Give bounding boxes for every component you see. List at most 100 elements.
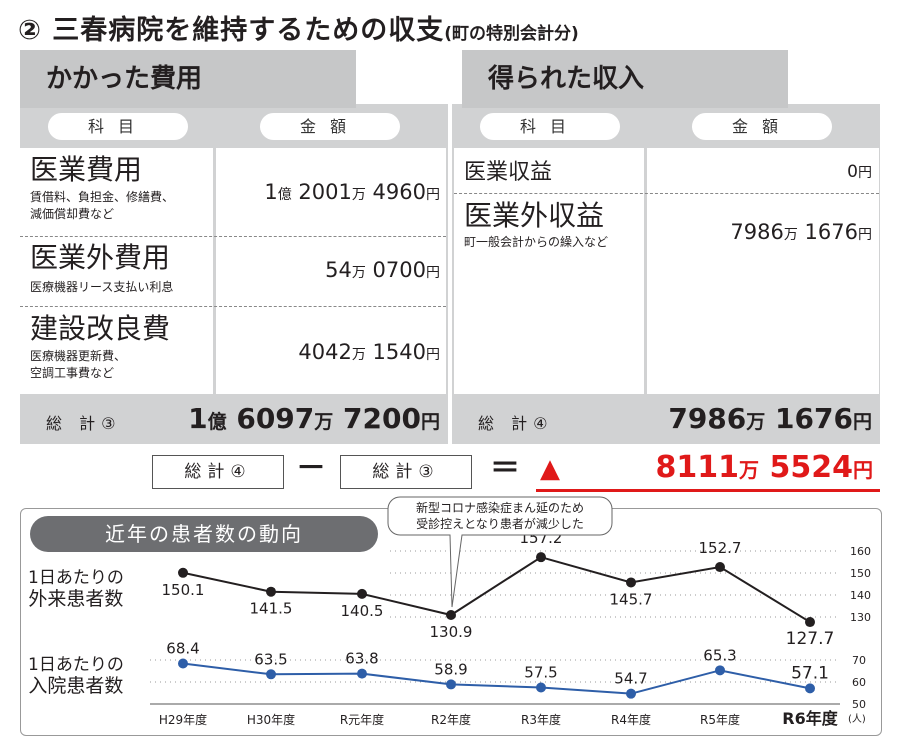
inpatient-point (178, 658, 188, 669)
formula-expense-box: 総計③ (340, 455, 472, 489)
x-tick-label: R2年度 (431, 712, 471, 727)
outpatient-point (266, 586, 276, 597)
outpatient-data-label: 127.7 (786, 629, 835, 649)
expense-subject-header: 科目 (48, 113, 188, 140)
expense-amount-construction: 4042万 1540円 (298, 340, 440, 364)
inpatient-data-label: 65.3 (703, 646, 736, 664)
outpatient-point (446, 610, 456, 621)
income-amount-header: 金額 (692, 113, 832, 140)
y-tick-label: 50 (852, 698, 866, 711)
y-tick-label: 150 (850, 567, 871, 580)
deficit-underline (536, 489, 880, 492)
y-tick-label: 130 (850, 611, 871, 624)
callout-text: 新型コロナ感染症まん延のため (416, 500, 584, 515)
title-sub: (町の特別会計分) (444, 24, 579, 44)
expense-row-nonmedical: 医業外費用 医療機器リース支払い利息 (30, 242, 173, 296)
inpatient-point (266, 669, 276, 680)
item-detail: 医療機器リース支払い利息 (30, 280, 174, 294)
income-row-medical: 医業収益 (464, 157, 552, 189)
inpatient-line (182, 662, 811, 695)
row-divider (20, 306, 446, 307)
inpatient-point (715, 665, 725, 676)
expense-amount-nonmedical: 54万 0700円 (325, 258, 440, 282)
outpatient-series-label: 1日あたりの 外来患者数 (28, 568, 124, 610)
formula-equals: ＝ (490, 451, 520, 486)
title-main: ② 三春病院を維持するための収支 (18, 15, 445, 46)
callout-bubble (387, 496, 613, 608)
inpatient-point (805, 683, 815, 694)
income-total-label: 総 計④ (478, 414, 554, 433)
item-name: 医業外収益 (464, 199, 605, 232)
inpatient-data-label: 54.7 (614, 670, 647, 688)
item-name: 医業外費用 (30, 241, 171, 274)
inpatient-data-label: 57.1 (791, 663, 829, 683)
inpatient-data-label: 63.8 (345, 650, 378, 668)
x-tick-label: R6年度 (782, 709, 838, 728)
income-amount-nonmedical: 7986万 1676円 (730, 220, 872, 244)
outpatient-data-label: 130.9 (430, 623, 473, 641)
inpatient-point (536, 682, 546, 693)
outpatient-point (357, 588, 367, 599)
outpatient-data-label: 152.7 (699, 539, 742, 557)
outpatient-point (715, 562, 725, 573)
item-detail: 空調工事費など (30, 366, 115, 380)
expense-row-construction: 建設改良費 医療機器更新費、 空調工事費など (30, 313, 170, 382)
item-name: 医業費用 (30, 153, 143, 186)
outpatient-data-label: 150.1 (162, 581, 205, 599)
x-tick-label: H30年度 (247, 712, 295, 727)
inpatient-data-label: 68.4 (166, 640, 199, 658)
item-detail: 町一般会計からの繰入など (464, 235, 609, 249)
item-detail: 減価償却費など (30, 207, 115, 221)
expense-total-value: 1億 6097万 7200円 (188, 402, 440, 435)
outpatient-point (178, 567, 188, 578)
outpatient-data-label: 141.5 (250, 600, 293, 618)
inpatient-point (626, 688, 636, 699)
y-tick-label: 140 (850, 589, 871, 602)
expense-subject-column (20, 148, 213, 394)
deficit-value: 8111万 5524円 (655, 450, 873, 485)
inpatient-data-label: 58.9 (434, 660, 467, 678)
outpatient-point (626, 577, 636, 588)
page-title: ② 三春病院を維持するための収支(町の特別会計分) (18, 8, 579, 47)
outpatient-point (805, 617, 815, 628)
income-tab: 得られた収入 (462, 50, 788, 108)
expense-amount-medical: 1億 2001万 4960円 (264, 180, 440, 204)
item-detail: 賃借料、負担金、修繕費、 (30, 190, 175, 204)
income-subject-header: 科目 (480, 113, 620, 140)
expense-amount-column (216, 148, 446, 394)
inpatient-series-label: 1日あたりの 入院患者数 (28, 655, 124, 697)
income-row-nonmedical: 医業外収益 町一般会計からの繰入など (464, 200, 608, 251)
outpatient-line (182, 556, 811, 623)
inpatient-point (446, 679, 456, 690)
formula-minus: － (296, 451, 326, 486)
x-tick-label: R5年度 (700, 712, 740, 727)
expense-row-medical: 医業費用 賃借料、負担金、修繕費、 減価償却費など (30, 154, 174, 223)
chart-axis: 160 150 140 130 70 60 50 (人) H29年度 H30年度 R元年度 R2年度 R… (150, 545, 871, 728)
income-total-value: 7986万 1676円 (668, 402, 872, 435)
x-tick-label: R元年度 (340, 712, 384, 727)
income-amount-medical: 0円 (847, 162, 872, 182)
item-name: 医業収益 (464, 160, 553, 185)
unit-label: (人) (848, 713, 866, 725)
x-tick-label: H29年度 (159, 712, 207, 727)
row-divider (454, 193, 879, 194)
inpatient-point (357, 668, 367, 679)
outpatient-data-label: 140.5 (341, 602, 384, 620)
x-tick-label: R4年度 (611, 712, 651, 727)
outpatient-data-label: 145.7 (610, 590, 653, 608)
expense-amount-header: 金額 (260, 113, 400, 140)
expense-tab: かかった費用 (20, 50, 356, 108)
inpatient-data-label: 63.5 (254, 650, 287, 668)
row-divider (20, 236, 446, 237)
y-tick-label: 60 (852, 676, 866, 689)
callout-text: 受診控えとなり患者が減少した (416, 516, 584, 531)
y-tick-label: 70 (852, 654, 866, 667)
item-detail: 医療機器更新費、 (30, 349, 127, 363)
income-amount-column (647, 148, 879, 394)
deficit-triangle-icon: ▲ (540, 454, 560, 484)
inpatient-data-label: 57.5 (524, 664, 557, 682)
y-tick-label: 160 (850, 545, 871, 558)
